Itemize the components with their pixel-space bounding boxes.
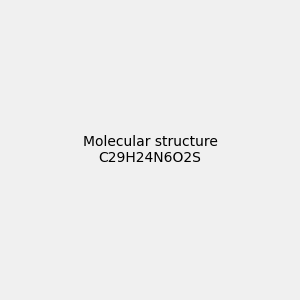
Text: Molecular structure
C29H24N6O2S: Molecular structure C29H24N6O2S xyxy=(82,135,218,165)
